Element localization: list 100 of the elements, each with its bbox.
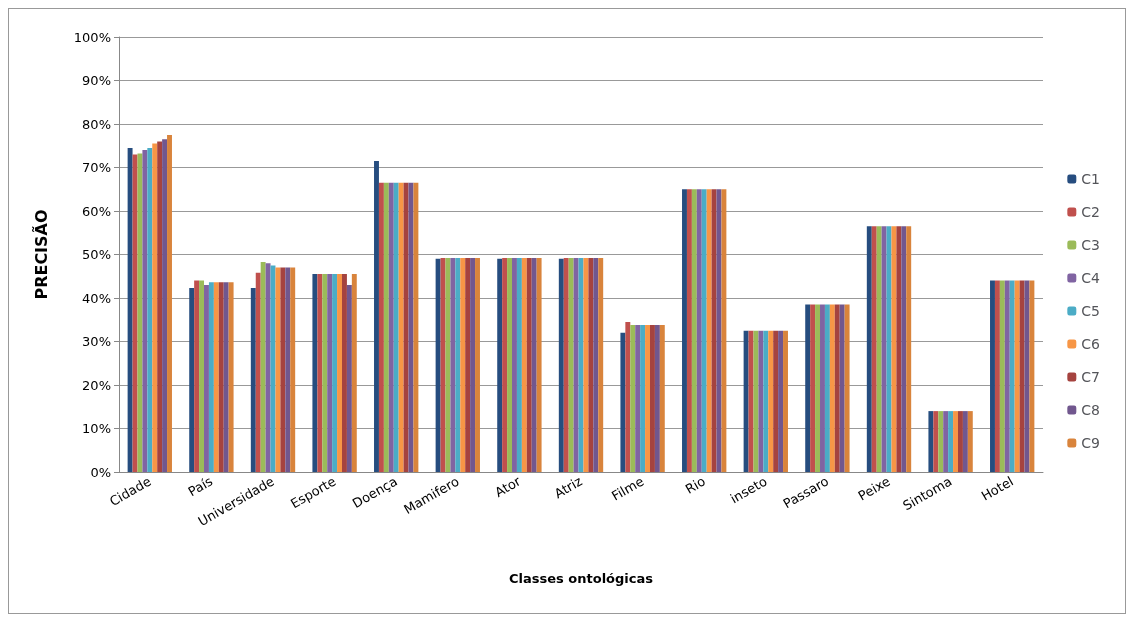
bar: [943, 411, 949, 472]
bar: [470, 257, 476, 472]
bar: [829, 304, 835, 472]
bar: [999, 280, 1005, 472]
bar: [721, 189, 727, 472]
x-tick-label: Ator: [492, 473, 524, 501]
bar: [199, 280, 205, 472]
bar: [928, 411, 934, 472]
bar: [455, 257, 461, 472]
bar: [1029, 280, 1035, 472]
bar: [1019, 280, 1025, 472]
bar: [497, 258, 503, 472]
bar: [682, 189, 687, 472]
y-tick-label: 100%: [73, 29, 111, 45]
bar: [413, 182, 419, 472]
bar: [280, 267, 286, 472]
bar: [805, 304, 811, 472]
bar: [507, 257, 513, 472]
bar: [948, 411, 954, 472]
bar: [521, 257, 527, 472]
bar: [839, 304, 845, 472]
bar: [265, 263, 271, 472]
bar: [142, 150, 148, 472]
bar: [654, 324, 660, 472]
y-tick-label: 0%: [90, 464, 111, 480]
bar: [383, 182, 389, 472]
bar: [768, 330, 774, 472]
bar: [957, 411, 963, 472]
x-tick-label: Peixe: [855, 473, 893, 504]
bar: [285, 267, 291, 472]
legend-label: C3: [1081, 237, 1100, 253]
bar: [953, 411, 958, 472]
bar: [332, 274, 338, 472]
bar: [743, 330, 749, 472]
bar: [255, 272, 261, 472]
bar: [933, 411, 939, 472]
x-tick-label: Atriz: [551, 473, 585, 502]
bar: [460, 257, 466, 472]
bar: [213, 282, 219, 472]
bar: [583, 257, 589, 472]
bar: [990, 280, 995, 472]
legend-label: C6: [1081, 336, 1101, 352]
bar: [465, 257, 471, 472]
bar: [563, 257, 569, 472]
bar: [645, 324, 650, 472]
bar: [317, 274, 323, 472]
x-tick-label: Rio: [682, 473, 708, 497]
bar: [753, 330, 759, 472]
legend-label: C7: [1081, 369, 1100, 385]
bar: [204, 284, 209, 472]
bar: [351, 274, 357, 472]
y-tick-label: 20%: [82, 377, 111, 393]
bar: [630, 324, 636, 472]
bar: [516, 257, 522, 472]
bar: [137, 153, 143, 472]
bar: [189, 288, 195, 472]
y-tick-label: 60%: [82, 203, 111, 219]
bar: [290, 267, 296, 472]
y-tick-label: 80%: [82, 116, 111, 132]
bar: [598, 257, 604, 472]
bar: [686, 189, 692, 472]
bar: [962, 411, 968, 472]
bar: [659, 324, 665, 472]
bar: [625, 321, 631, 472]
y-axis-title: PRECISÃO: [31, 209, 51, 300]
bar: [157, 141, 163, 472]
bar: [711, 189, 717, 472]
bar: [691, 189, 697, 472]
bar: [891, 226, 897, 472]
bar: [901, 226, 907, 472]
bar: [994, 280, 1000, 472]
bar: [526, 257, 532, 472]
bar: [275, 267, 281, 472]
bar: [906, 226, 912, 472]
y-tick-label: 50%: [82, 247, 111, 262]
bar: [967, 411, 973, 472]
bar: [378, 182, 384, 472]
bar: [620, 332, 626, 472]
bar: [701, 189, 707, 472]
bar: [815, 304, 821, 472]
bar: [758, 330, 764, 472]
bar: [696, 189, 702, 472]
y-tick-label: 40%: [82, 290, 111, 306]
bar: [435, 258, 441, 472]
bar: [388, 182, 394, 472]
bar: [341, 274, 347, 472]
bar: [593, 257, 599, 472]
bar: [536, 257, 542, 472]
bar: [706, 189, 712, 472]
bar: [260, 261, 266, 472]
bar: [194, 280, 200, 472]
bar: [783, 330, 788, 472]
bar: [393, 182, 399, 472]
legend-label: C8: [1081, 402, 1100, 418]
bar: [346, 284, 352, 472]
bar: [844, 304, 850, 472]
bar: [1014, 280, 1020, 472]
bar: [228, 282, 234, 472]
bar: [475, 257, 480, 472]
bar: [167, 134, 172, 472]
